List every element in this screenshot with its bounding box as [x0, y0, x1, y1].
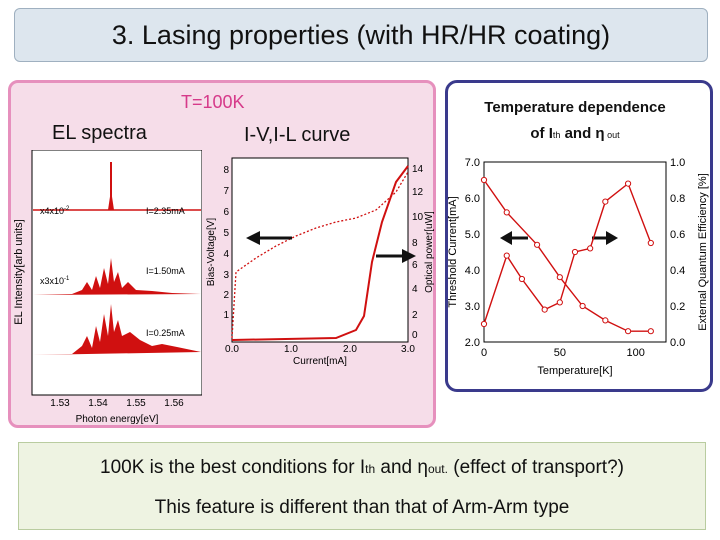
el-current-1: I=2.35mA — [146, 206, 185, 216]
iv-ylabel-right: Optical power[uW] — [424, 211, 435, 293]
temp-series-line-1 — [483, 182, 652, 325]
temp-point-1 — [503, 252, 510, 259]
il-ytick: 14 — [412, 164, 424, 175]
temp-title-line1: Temperature dependence — [484, 99, 666, 116]
iv-xtick: 1.0 — [284, 344, 298, 355]
temp-ytick-left: 6.0 — [465, 193, 480, 205]
temp-ytick-right: 0.4 — [670, 265, 685, 277]
el-xlabel: Photon energy[eV] — [76, 414, 159, 425]
iv-ytick: 8 — [223, 165, 229, 176]
temp-ytick-right: 0.2 — [670, 301, 685, 313]
il-ytick: 0 — [412, 330, 418, 341]
temp-series-line-0 — [483, 179, 651, 332]
temp-ytick-left: 2.0 — [465, 337, 480, 349]
il-ytick: 12 — [412, 187, 424, 198]
temp-arrow-right — [592, 231, 618, 245]
temp-point-1 — [480, 320, 488, 328]
temperature-chart: 2.0 3.0 4.0 5.0 6.0 7.0 0.0 0.2 0.4 0.6 0.8 1.0 0 50 1… — [447, 157, 709, 377]
temp-title-line2: of Ith and η out — [530, 125, 620, 142]
temp-ytick-left: 5.0 — [465, 229, 480, 241]
iv-il-chart: 1 2 3 4 5 6 7 8 0 2 4 6 8 10 12 14 0.0 1… — [206, 157, 435, 367]
el-scale-1: x4x10-2 — [40, 206, 70, 216]
temp-point-0 — [647, 328, 654, 335]
el-tick-4: 1.56 — [164, 398, 184, 409]
il-ytick: 6 — [412, 260, 418, 271]
temp-ytick-left: 3.0 — [465, 301, 480, 313]
el-tick-1: 1.53 — [50, 398, 70, 409]
temp-point-1 — [624, 180, 632, 187]
temp-ytick-right: 0.8 — [670, 193, 685, 205]
temp-point-0 — [503, 209, 510, 216]
iv-xtick: 3.0 — [401, 344, 415, 355]
conclusion-line-2: This feature is different than that of A… — [154, 497, 570, 518]
iv-xtick: 0.0 — [225, 344, 239, 355]
il-ytick: 10 — [412, 212, 424, 223]
el-ylabel: EL Intensity[arb units] — [13, 219, 25, 324]
temp-point-0 — [602, 317, 609, 324]
temp-point-1 — [647, 239, 654, 247]
temp-point-1 — [587, 245, 594, 252]
il-ytick: 8 — [412, 238, 418, 249]
iv-ytick: 3 — [223, 270, 229, 281]
temp-point-1 — [518, 275, 526, 283]
temp-ylabel-left: Threshold Current[mA] — [447, 196, 459, 307]
el-spectra-chart: EL Intensity[arb units] x4x10-2 I=2.35mA… — [13, 150, 202, 425]
temp-xtick: 100 — [626, 347, 644, 359]
temperature-dependence-title: Temperature dependence of Ith and η out — [470, 95, 680, 148]
iv-ytick: 7 — [223, 186, 229, 197]
il-ytick: 4 — [412, 284, 418, 295]
conclusion-line-1: 100K is the best conditions for Ith and … — [100, 457, 624, 478]
temp-point-0 — [556, 274, 563, 281]
el-tick-3: 1.55 — [126, 398, 146, 409]
iv-ylabel-left: Bias-Voltage[V] — [206, 218, 217, 287]
iv-ytick: 5 — [223, 228, 229, 239]
iv-ytick: 1 — [223, 310, 229, 321]
iv-il-label: I-V,I-L curve — [244, 124, 351, 146]
temp-point-0 — [624, 328, 632, 335]
el-current-3: I=0.25mA — [146, 328, 185, 338]
temp-ytick-right: 0.6 — [670, 229, 685, 241]
conclusion-box: 100K is the best conditions for Ith and … — [18, 442, 706, 530]
iv-xlabel: Current[mA] — [293, 356, 347, 367]
slide-title: 3. Lasing properties (with HR/HR coating… — [14, 8, 708, 62]
temp-ylabel-right: External Quantum Efficiency [%] — [697, 173, 709, 331]
il-ytick: 2 — [412, 310, 418, 321]
il-arrow-right — [376, 249, 416, 263]
temp-xlabel: Temperature[K] — [537, 365, 612, 377]
el-scale-2: x3x10-1 — [40, 276, 70, 286]
temp-point-1 — [541, 306, 548, 313]
el-current-2: I=1.50mA — [146, 266, 185, 276]
temp-ytick-right: 0.0 — [670, 337, 685, 349]
iv-ytick: 2 — [223, 290, 229, 301]
temp-ytick-left: 4.0 — [465, 265, 480, 277]
temp-point-0 — [533, 241, 541, 248]
el-tick-2: 1.54 — [88, 398, 108, 409]
temp-ytick-right: 1.0 — [670, 157, 685, 169]
iv-xtick: 2.0 — [343, 344, 357, 355]
iv-ytick: 6 — [223, 207, 229, 218]
iv-arrow-left — [246, 231, 292, 245]
el-spectra-label: EL spectra — [52, 122, 147, 144]
temp-arrow-left — [500, 231, 528, 245]
temp-point-0 — [480, 176, 488, 184]
temp-point-0 — [579, 302, 586, 310]
temp-point-1 — [571, 248, 579, 256]
temp-xtick: 50 — [554, 347, 566, 359]
temp-xtick: 0 — [481, 347, 487, 359]
temp-point-1 — [602, 198, 609, 205]
temperature-label: T=100K — [181, 92, 245, 112]
temp-point-1 — [556, 299, 563, 306]
iv-ytick: 4 — [223, 249, 229, 260]
temp-ytick-left: 7.0 — [465, 157, 480, 169]
